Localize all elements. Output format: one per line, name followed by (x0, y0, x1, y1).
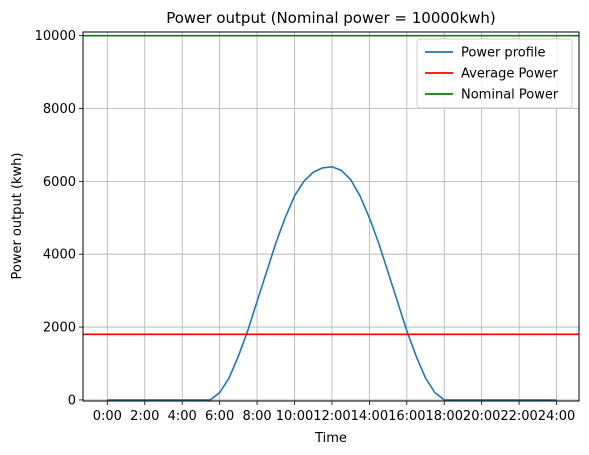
plot-frame (82, 31, 580, 402)
x-axis-ticks: 0:00 2:00 4:00 6:00 8:00 10:00 12:00 14:00 16:00… (93, 401, 575, 424)
series-line-0 (107, 165, 557, 401)
y-tick-label: 4000 (43, 248, 76, 263)
x-tick-label: 22:00 (500, 409, 537, 424)
x-tick-label: 12:00 (313, 409, 350, 424)
legend-box (416, 38, 573, 109)
x-tick-label: 10:00 (276, 409, 313, 424)
legend: Power profile Average Power Nominal Power (416, 38, 573, 109)
x-tick-label: 4:00 (168, 409, 197, 424)
legend-entry: Nominal Power (461, 88, 559, 103)
y-tick-label: 2000 (43, 321, 76, 336)
x-tick-label: 2:00 (130, 409, 159, 424)
y-tick-label: 0 (68, 393, 76, 408)
chart-title: Power output (Nominal power = 10000kwh) (166, 9, 496, 27)
legend-entry: Average Power (461, 67, 558, 82)
x-tick-label: 0:00 (93, 409, 122, 424)
x-tick-label: 6:00 (205, 409, 234, 424)
x-tick-label: 8:00 (242, 409, 271, 424)
y-axis-title: Power output (kwh) (10, 153, 25, 280)
x-tick-label: 20:00 (463, 409, 500, 424)
y-axis-ticks: 0 2000 4000 6000 8000 10000 (35, 29, 83, 408)
y-tick-label: 10000 (35, 29, 76, 44)
x-tick-label: 16:00 (388, 409, 425, 424)
x-tick-label: 18:00 (426, 409, 463, 424)
legend-entry: Power profile (461, 46, 546, 61)
series-group (83, 34, 579, 401)
y-tick-label: 6000 (43, 175, 76, 190)
y-tick-label: 8000 (43, 102, 76, 117)
x-tick-label: 24:00 (538, 409, 575, 424)
x-axis-title: Time (314, 431, 347, 446)
x-tick-label: 14:00 (351, 409, 388, 424)
